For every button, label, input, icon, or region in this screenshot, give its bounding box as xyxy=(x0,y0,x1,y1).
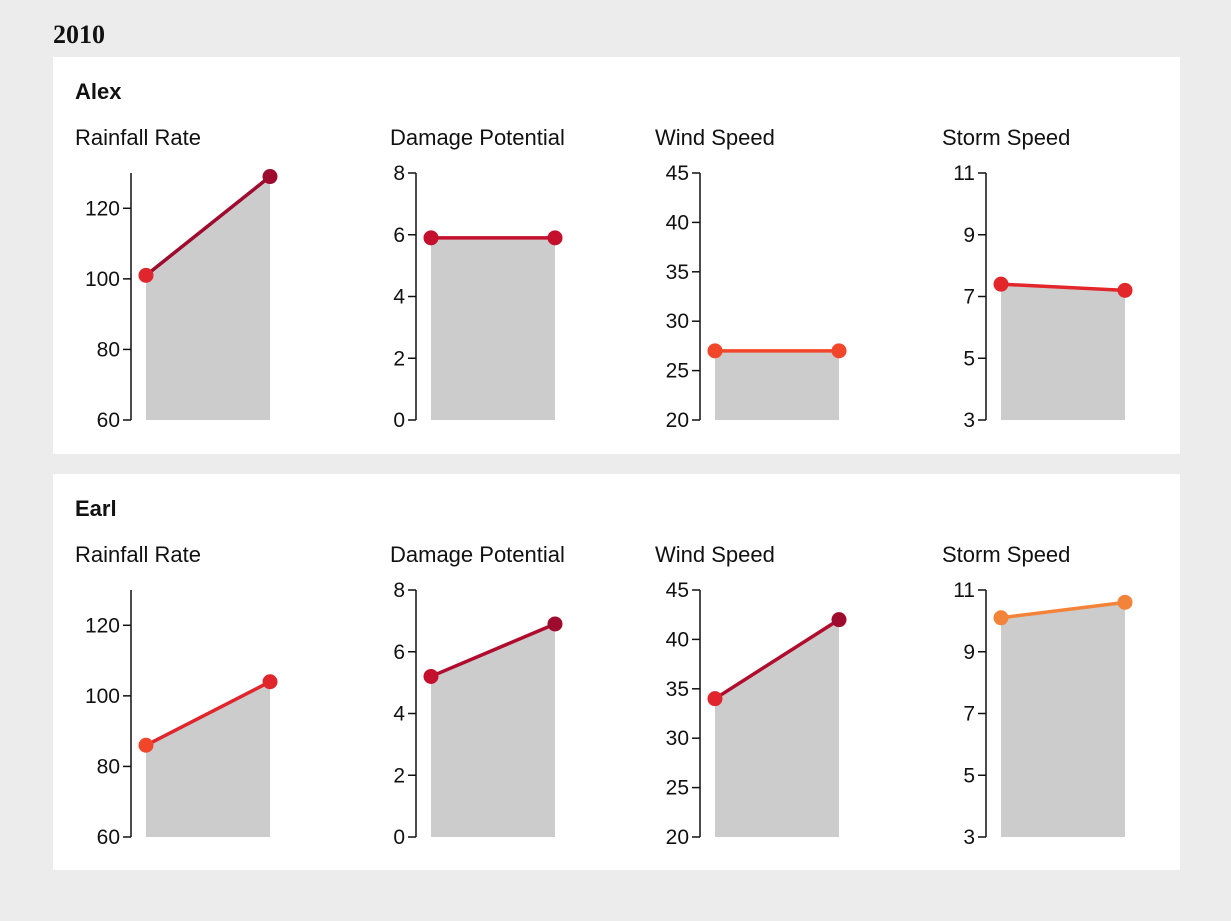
tick-label: 11 xyxy=(953,579,975,602)
chart-title: Rainfall Rate xyxy=(75,542,201,567)
data-point xyxy=(1117,282,1133,298)
storm-name: Earl xyxy=(75,496,117,521)
tick-label: 5 xyxy=(963,764,975,787)
tick-label: 8 xyxy=(393,579,405,602)
tick-label: 40 xyxy=(666,628,689,651)
tick-label: 40 xyxy=(666,211,689,234)
data-point xyxy=(138,737,154,753)
tick-label: 30 xyxy=(666,310,689,333)
tick-label: 7 xyxy=(963,703,975,726)
tick-label: 80 xyxy=(97,755,120,778)
tick-label: 60 xyxy=(97,409,120,432)
chart-title: Rainfall Rate xyxy=(75,125,201,150)
tick-label: 2 xyxy=(393,764,405,787)
area-fill xyxy=(715,619,839,837)
tick-label: 9 xyxy=(963,224,975,247)
chart-svg: 20 25 30 35 40 45 xyxy=(666,579,847,849)
tick-label: 9 xyxy=(963,641,975,664)
tick-label: 20 xyxy=(666,826,689,849)
data-point xyxy=(707,691,723,707)
data-point xyxy=(262,674,278,690)
tick-label: 100 xyxy=(85,268,120,291)
area-fill xyxy=(146,681,270,837)
tick-label: 2 xyxy=(393,347,405,370)
series-line xyxy=(1000,600,1126,620)
data-point xyxy=(993,276,1009,292)
chart-svg: 3 5 7 9 11 xyxy=(953,162,1133,432)
data-point xyxy=(707,343,723,359)
tick-label: 35 xyxy=(666,678,689,701)
series-line xyxy=(1000,282,1126,293)
tick-label: 6 xyxy=(393,224,405,247)
tick-label: 0 xyxy=(393,826,405,849)
storm-panel-earl: Earl Rainfall Rate 60 80 100 120 Damage Poten… xyxy=(53,474,1180,870)
chart-title: Damage Potential xyxy=(390,542,565,567)
tick-label: 45 xyxy=(666,579,689,602)
area-fill xyxy=(1001,602,1125,837)
tick-label: 120 xyxy=(85,614,120,637)
chart-svg: 20 25 30 35 40 45 xyxy=(666,162,847,432)
tick-label: 7 xyxy=(963,286,975,309)
tick-label: 3 xyxy=(963,826,975,849)
tick-label: 11 xyxy=(953,162,975,185)
data-point xyxy=(547,230,563,246)
tick-label: 20 xyxy=(666,409,689,432)
chart-svg: 3 5 7 9 11 xyxy=(953,579,1133,849)
storm-panel-alex: Alex Rainfall Rate 60 80 100 120 Damage Poten… xyxy=(53,57,1180,454)
tick-label: 6 xyxy=(393,641,405,664)
area-fill xyxy=(431,237,555,420)
year-heading: 2010 xyxy=(53,20,105,49)
tick-label: 80 xyxy=(97,338,120,361)
data-point xyxy=(1117,594,1133,610)
data-point xyxy=(423,668,439,684)
tick-label: 60 xyxy=(97,826,120,849)
tick-label: 120 xyxy=(85,197,120,220)
data-point xyxy=(262,169,278,185)
chart-title: Damage Potential xyxy=(390,125,565,150)
series-line xyxy=(144,175,272,277)
series-line xyxy=(145,680,271,747)
tick-label: 35 xyxy=(666,261,689,284)
tick-label: 0 xyxy=(393,409,405,432)
area-fill xyxy=(715,350,839,420)
chart-svg: 60 80 100 120 xyxy=(85,169,278,432)
chart-title: Storm Speed xyxy=(942,542,1071,567)
data-point xyxy=(423,230,439,246)
chart-svg: 0 2 4 6 8 xyxy=(393,579,563,849)
data-point xyxy=(547,616,563,632)
tick-label: 4 xyxy=(393,703,405,726)
area-fill xyxy=(431,623,555,837)
storm-name: Alex xyxy=(75,79,122,104)
tick-label: 100 xyxy=(85,685,120,708)
data-point xyxy=(993,610,1009,626)
data-point xyxy=(831,612,847,628)
data-point xyxy=(831,343,847,359)
tick-label: 8 xyxy=(393,162,405,185)
tick-label: 30 xyxy=(666,727,689,750)
tick-label: 5 xyxy=(963,347,975,370)
chart-svg: 0 2 4 6 8 xyxy=(393,162,563,432)
tick-label: 4 xyxy=(393,286,405,309)
data-point xyxy=(138,267,154,283)
chart-svg: 60 80 100 120 xyxy=(85,590,278,849)
chart-title: Wind Speed xyxy=(655,125,775,150)
tick-label: 25 xyxy=(666,360,689,383)
tick-label: 45 xyxy=(666,162,689,185)
area-fill xyxy=(146,176,270,420)
chart-title: Storm Speed xyxy=(942,125,1071,150)
tick-label: 25 xyxy=(666,777,689,800)
series-line xyxy=(714,618,840,701)
tick-label: 3 xyxy=(963,409,975,432)
chart-title: Wind Speed xyxy=(655,542,775,567)
series-line xyxy=(430,622,556,679)
area-fill xyxy=(1001,284,1125,420)
